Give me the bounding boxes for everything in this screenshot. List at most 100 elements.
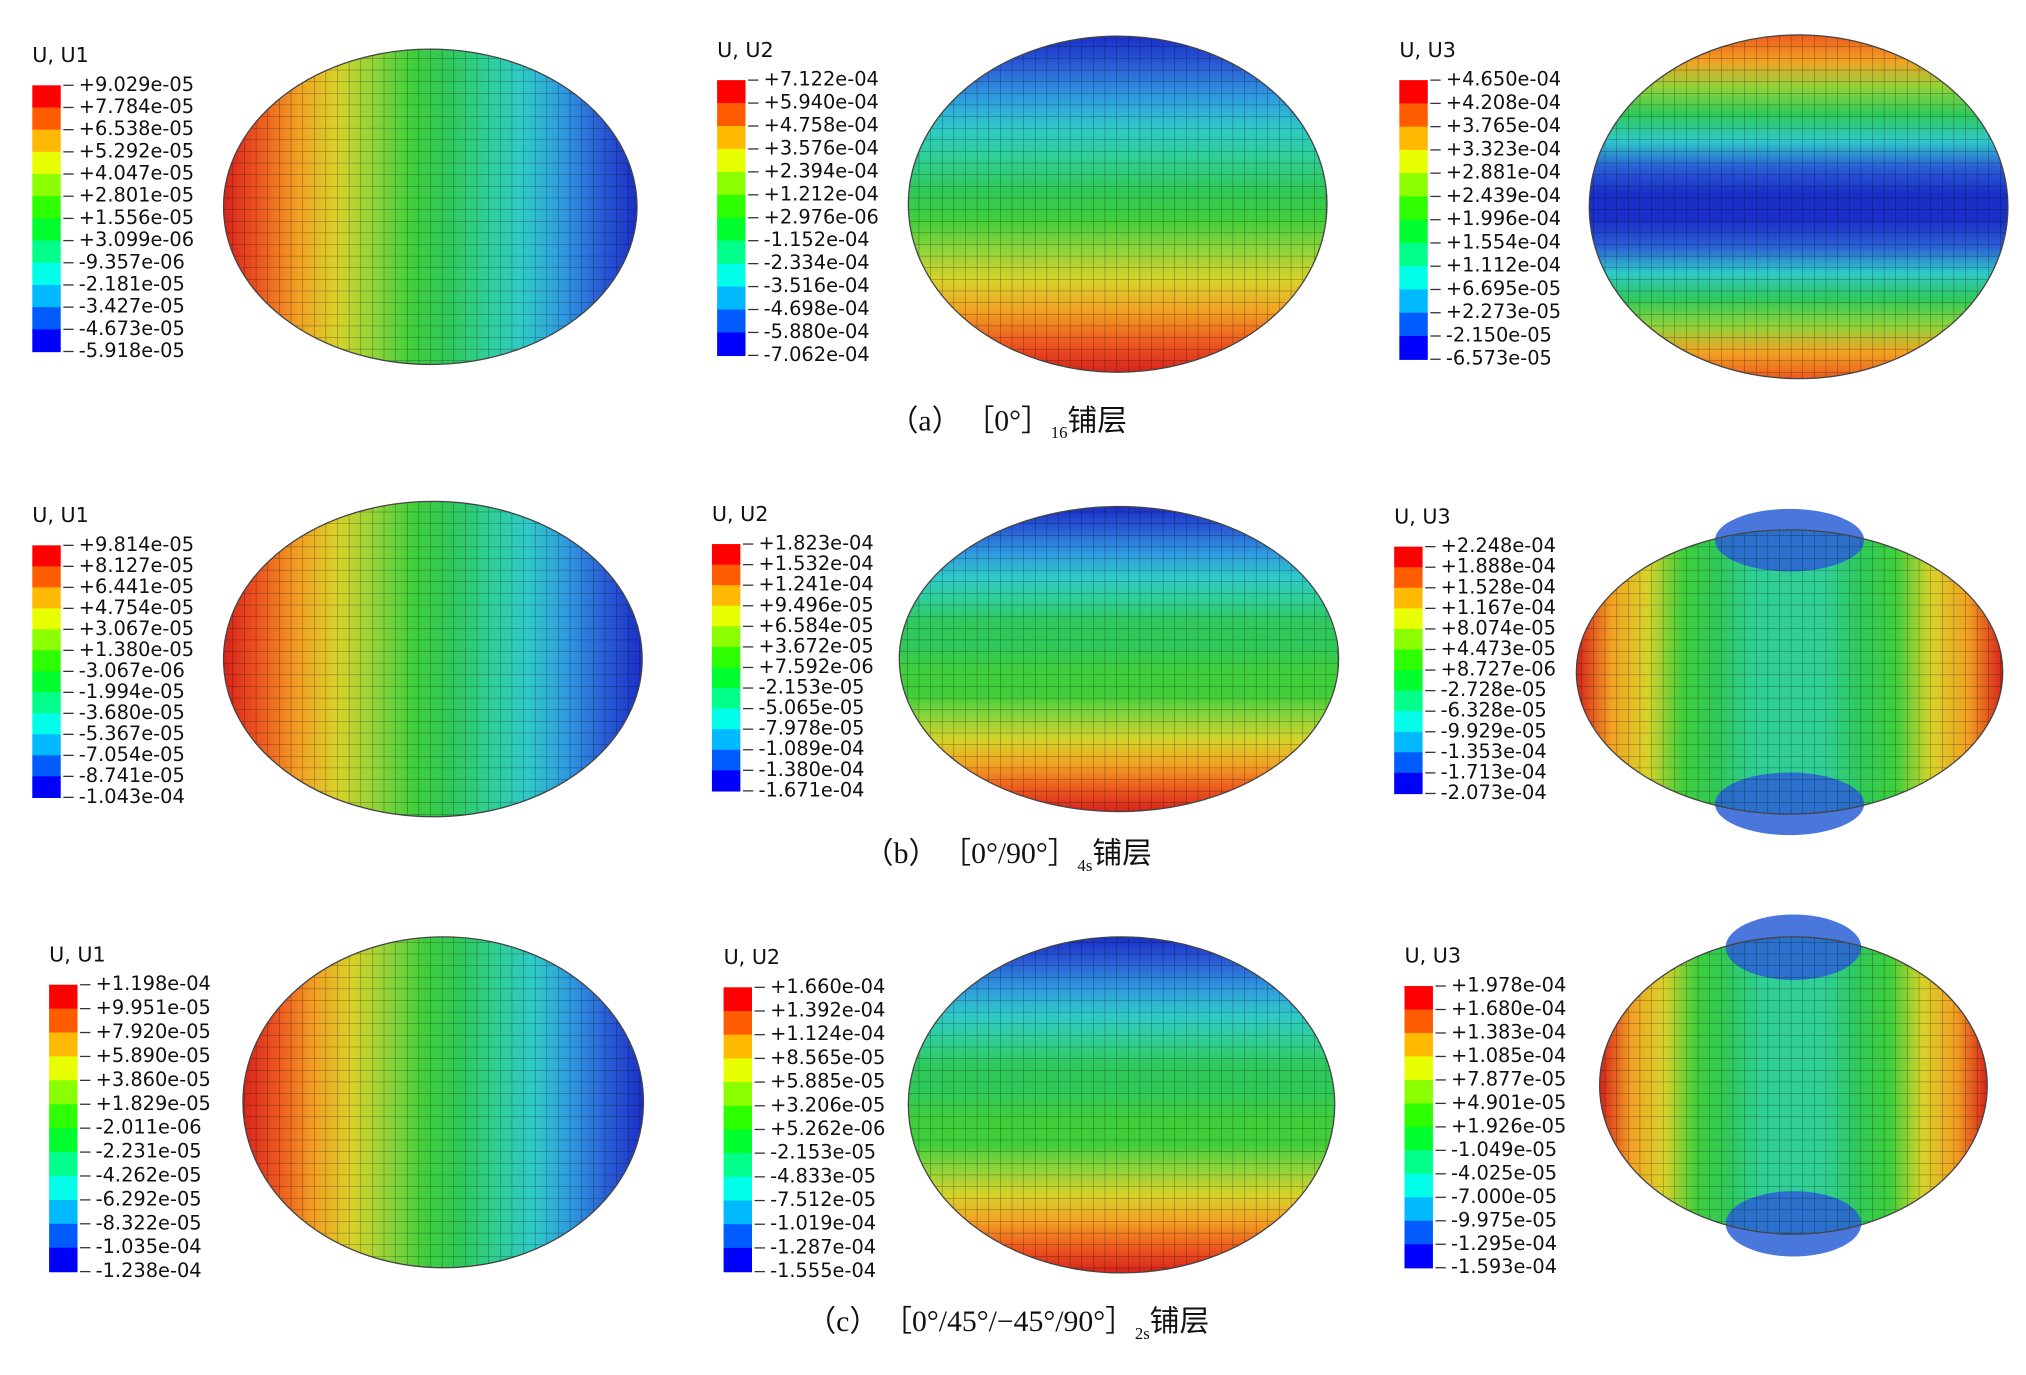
caption: （c） ［0°/45°/−45°/90°］2s铺层 xyxy=(806,1305,1209,1343)
legend-label: -3.067e-06 xyxy=(79,659,185,682)
legend-swatch xyxy=(1394,649,1423,671)
legend-swatch xyxy=(49,1247,78,1273)
mesh xyxy=(1588,34,2009,380)
legend-swatch xyxy=(32,307,61,330)
legend-label: +6.441e-05 xyxy=(79,575,194,598)
legend-label: -1.713e-04 xyxy=(1441,760,1547,783)
legend-swatch xyxy=(1399,173,1428,198)
legend-swatch xyxy=(717,80,746,104)
legend-swatch xyxy=(1399,219,1428,244)
legend-label: -1.152e-04 xyxy=(764,228,870,251)
legend-label: +3.765e-04 xyxy=(1446,114,1561,137)
legend-label: -7.512e-05 xyxy=(770,1188,876,1211)
legend-swatch xyxy=(32,566,61,588)
legend-label: -9.975e-05 xyxy=(1451,1208,1557,1231)
legend-swatch xyxy=(1404,1009,1433,1034)
legend-swatch xyxy=(1394,546,1423,568)
legend-swatch xyxy=(723,1034,752,1060)
legend-label: -9.929e-05 xyxy=(1441,719,1547,742)
legend-label: +1.660e-04 xyxy=(770,975,885,998)
legend-label: +3.323e-04 xyxy=(1446,137,1561,160)
legend-swatch xyxy=(32,85,61,109)
legend-label: +1.978e-04 xyxy=(1451,974,1566,997)
legend-title: U, U1 xyxy=(49,942,106,966)
legend-swatch xyxy=(711,585,741,607)
legend-swatch xyxy=(32,734,61,756)
legend-label: +7.122e-04 xyxy=(764,68,879,91)
legend-swatch xyxy=(717,240,746,265)
legend-label: +2.881e-04 xyxy=(1446,161,1561,184)
legend-label: +4.047e-05 xyxy=(79,162,194,185)
legend-swatch xyxy=(1394,628,1423,651)
legend-label: -4.025e-05 xyxy=(1451,1161,1557,1184)
legend-label: +8.727e-06 xyxy=(1441,658,1556,681)
legend-label: +4.758e-04 xyxy=(764,113,879,136)
legend-swatch xyxy=(717,171,746,196)
legend-label: -2.334e-04 xyxy=(764,251,870,274)
caption: （b） ［0°/90°］4s铺层 xyxy=(864,837,1152,875)
legend-label: -1.353e-04 xyxy=(1441,740,1547,763)
legend-label: +8.074e-05 xyxy=(1441,616,1556,639)
legend-swatch xyxy=(1394,587,1423,609)
legend-label: +4.208e-04 xyxy=(1446,91,1561,114)
legend-label: +3.067e-05 xyxy=(79,617,194,640)
legend-title: U, U2 xyxy=(724,945,781,969)
legend-label: +1.532e-04 xyxy=(758,552,873,575)
legend-label: +1.383e-04 xyxy=(1451,1020,1566,1043)
legend-label: +9.496e-05 xyxy=(758,593,873,616)
legend-swatch xyxy=(32,608,61,630)
legend-label: -1.049e-05 xyxy=(1451,1138,1557,1161)
legend-label: +2.273e-05 xyxy=(1446,300,1561,323)
caption-label: （b） xyxy=(864,837,938,870)
legend-swatch xyxy=(32,284,61,308)
caption-subscript: 2s xyxy=(1135,1324,1150,1343)
mesh xyxy=(222,500,643,818)
legend-label: +1.124e-04 xyxy=(770,1022,885,1045)
legend-swatch xyxy=(49,984,78,1010)
legend-swatch xyxy=(1404,1150,1433,1175)
legend-swatch xyxy=(1394,731,1423,753)
legend-label: -1.994e-05 xyxy=(79,680,185,703)
legend-swatch xyxy=(1399,80,1428,105)
legend-swatch xyxy=(49,1056,78,1082)
legend-label: -3.516e-04 xyxy=(764,274,870,297)
legend-swatch xyxy=(717,148,746,173)
legend-label: +4.473e-05 xyxy=(1441,637,1556,660)
legend-label: -8.741e-05 xyxy=(79,764,185,787)
legend-title: U, U3 xyxy=(1394,504,1451,528)
legend-swatch xyxy=(711,544,741,566)
caption-label: （c） xyxy=(806,1305,879,1338)
legend-label: -3.680e-05 xyxy=(79,701,185,724)
legend-label: -4.262e-05 xyxy=(96,1163,202,1186)
legend-swatch xyxy=(1404,1173,1433,1198)
legend-title: U, U2 xyxy=(717,38,774,62)
caption-suffix: 铺层 xyxy=(1068,404,1127,437)
legend-swatch xyxy=(717,194,746,219)
legend-label: +1.198e-04 xyxy=(96,972,211,995)
legend-swatch xyxy=(32,240,61,264)
legend-label: +2.439e-04 xyxy=(1446,184,1561,207)
legend-label: +1.380e-05 xyxy=(79,638,194,661)
legend-swatch xyxy=(49,1199,78,1225)
legend-label: -2.181e-05 xyxy=(79,272,185,295)
legend-label: -7.062e-04 xyxy=(764,343,870,366)
legend-swatch xyxy=(1404,1197,1433,1222)
legend-swatch xyxy=(32,776,61,798)
legend-label: -6.573e-05 xyxy=(1446,347,1552,370)
legend-swatch xyxy=(723,1200,752,1225)
mesh xyxy=(1598,936,1988,1235)
legend-label: -2.728e-05 xyxy=(1441,678,1547,701)
legend-label: -5.918e-05 xyxy=(79,339,185,362)
legend-label: -1.380e-04 xyxy=(758,758,864,781)
legend-label: -1.593e-04 xyxy=(1451,1255,1557,1278)
legend-swatch xyxy=(723,1011,752,1036)
legend-swatch xyxy=(711,688,741,710)
legend-swatch xyxy=(1404,1220,1433,1245)
legend-swatch xyxy=(723,1129,752,1154)
legend-label: -2.073e-04 xyxy=(1441,781,1547,804)
legend-swatch xyxy=(723,1224,752,1249)
legend-swatch xyxy=(49,1080,78,1105)
caption-subscript: 4s xyxy=(1077,856,1092,875)
legend-label: +9.814e-05 xyxy=(79,533,194,556)
